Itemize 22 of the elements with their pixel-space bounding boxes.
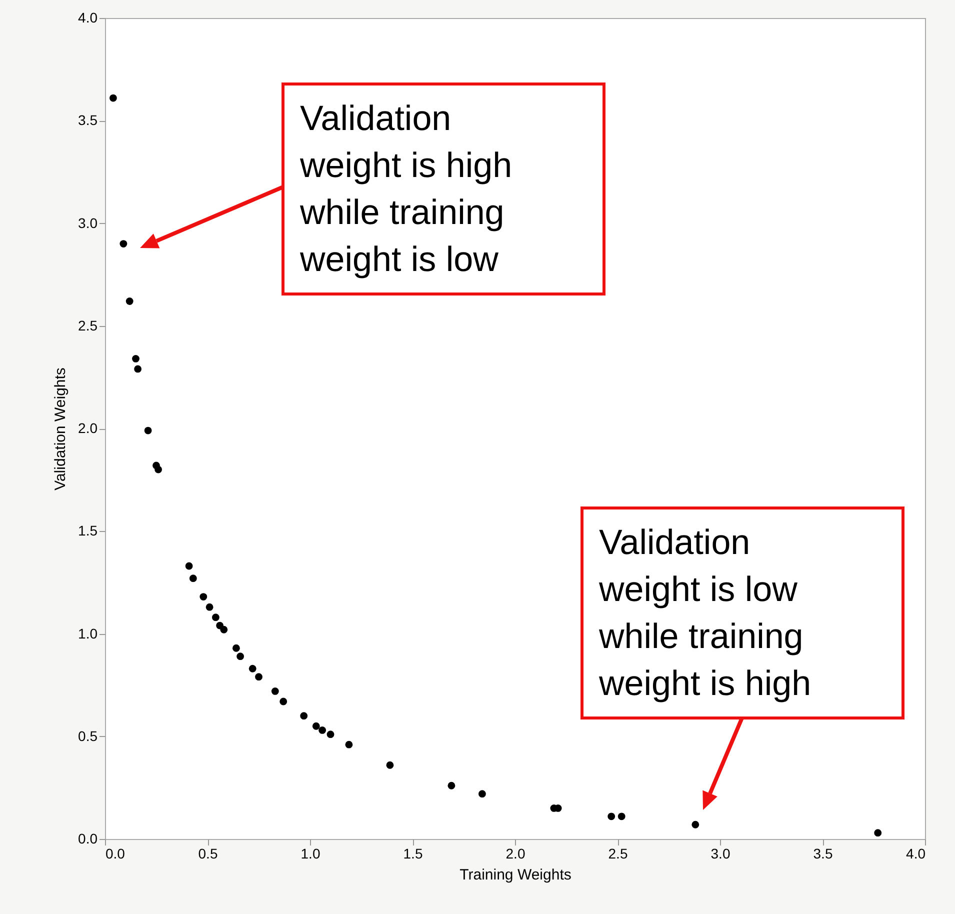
annotation: Validation weight is low while training weight is high: [598, 523, 812, 703]
x-tick-label: 1.0: [300, 846, 320, 862]
y-tick-label: 1.5: [78, 522, 98, 539]
x-tick-label: 2.0: [506, 846, 526, 862]
y-tick-label: 0.5: [78, 728, 98, 744]
y-tick-label: 2.5: [78, 317, 98, 334]
x-tick-label: 1.5: [403, 846, 423, 862]
y-tick-label: 1.0: [78, 625, 98, 642]
y-tick-label: 3.0: [78, 214, 98, 231]
x-axis-title: Training Weights: [460, 866, 572, 884]
x-tick-label: 0.0: [106, 846, 126, 862]
y-tick-label: 3.5: [78, 112, 98, 128]
y-axis-title: Validation Weights: [52, 368, 70, 490]
x-tick-label: 0.5: [198, 846, 218, 862]
y-tick-label: 0.0: [78, 830, 98, 846]
x-tick-label: 3.5: [813, 846, 833, 862]
annotation: Validation weight is high while training weight is low: [299, 99, 512, 279]
x-tick-label: 3.0: [710, 846, 730, 862]
y-tick-label: 2.0: [78, 420, 98, 436]
y-tick-label: 4.0: [78, 10, 98, 26]
x-tick-label: 2.5: [608, 846, 628, 862]
x-tick-label: 4.0: [906, 846, 926, 862]
